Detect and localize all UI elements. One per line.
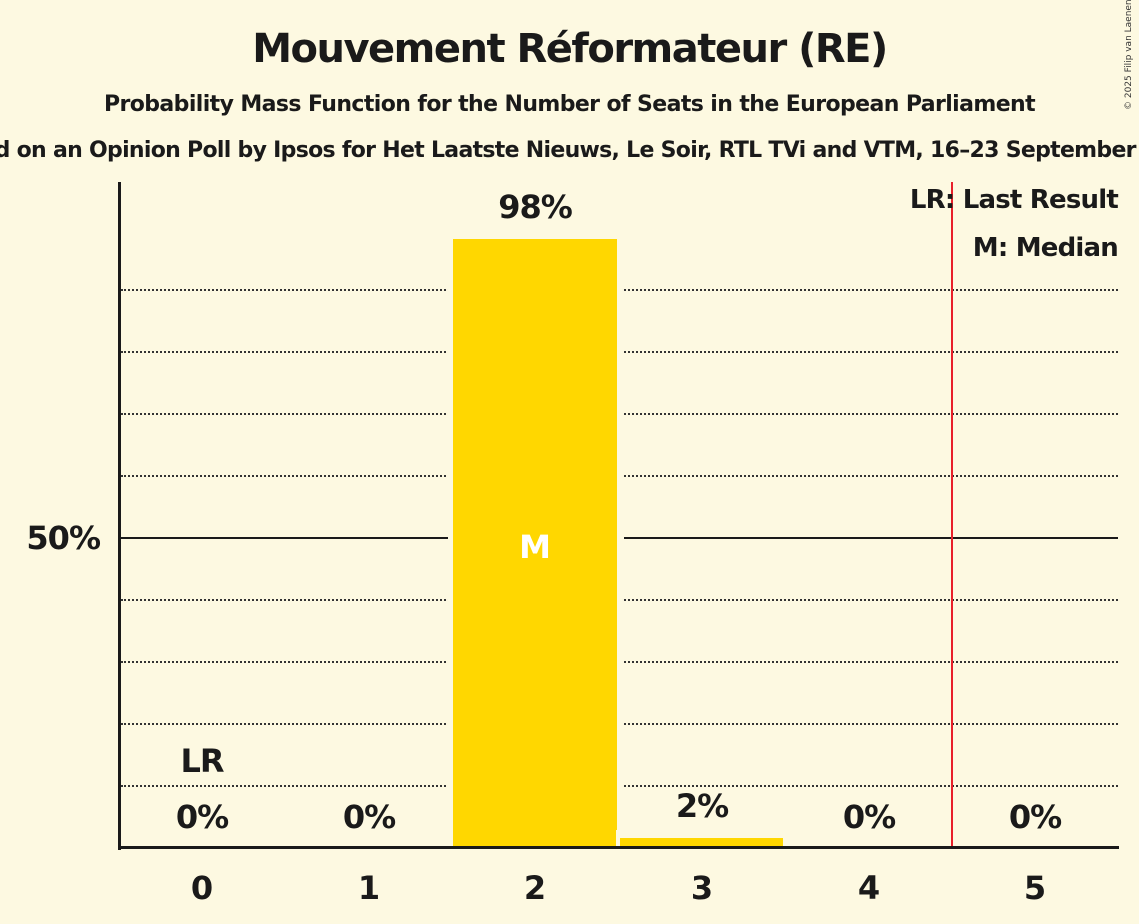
bar-label-0: 0% — [175, 798, 229, 836]
bar-label-4: 0% — [842, 798, 896, 836]
chart-title: Mouvement Réformateur (RE) — [252, 26, 888, 72]
chart-subtitle: Probability Mass Function for the Number… — [104, 92, 1036, 117]
bar-3-seats — [620, 838, 783, 846]
median-marker: M — [519, 528, 551, 566]
last-result-marker: LR — [180, 742, 224, 780]
last-result-line — [951, 182, 953, 847]
y-axis — [118, 182, 121, 850]
x-tick-2: 2 — [523, 869, 547, 907]
legend-last-result: LR: Last Result — [909, 185, 1119, 215]
x-tick-0: 0 — [190, 869, 214, 907]
x-tick-3: 3 — [690, 869, 714, 907]
bar-label-3: 2% — [675, 787, 729, 825]
bar-label-5: 0% — [1008, 798, 1062, 836]
x-tick-1: 1 — [357, 869, 381, 907]
x-axis — [118, 846, 1119, 849]
y-tick-50: 50% — [26, 519, 101, 557]
x-tick-4: 4 — [857, 869, 881, 907]
legend-median: M: Median — [972, 233, 1119, 263]
x-tick-5: 5 — [1023, 869, 1047, 907]
bar-label-2: 98% — [498, 188, 573, 226]
chart-source-caption: Based on an Opinion Poll by Ipsos for He… — [0, 138, 1139, 163]
bar-label-1: 0% — [342, 798, 396, 836]
bar-2-seats — [453, 239, 617, 846]
